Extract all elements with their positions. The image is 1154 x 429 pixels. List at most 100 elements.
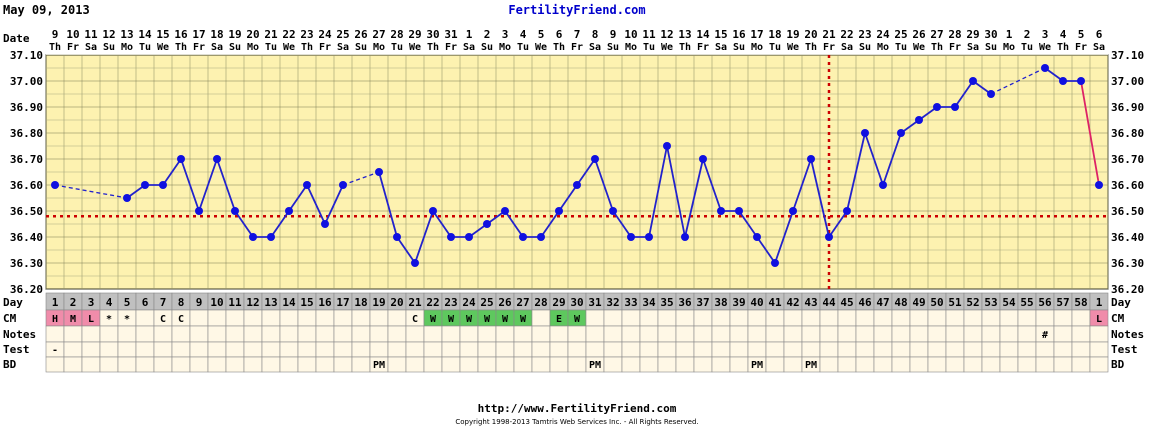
cycle-day: 55: [1020, 296, 1033, 309]
temp-point: [267, 233, 275, 241]
test-cell-bg: [1089, 341, 1109, 358]
notes-cell-bg: [513, 325, 533, 343]
temp-point: [375, 168, 383, 176]
weekday-label: Sa: [841, 42, 853, 53]
temp-line-segment: [378, 171, 398, 238]
date-label: 10: [624, 28, 637, 41]
row-label-right: BD: [1111, 358, 1125, 371]
y-tick-label-right: 36.70: [1111, 153, 1144, 166]
footer-url[interactable]: http://www.FertilityFriend.com: [477, 402, 677, 415]
cm-cell: L: [88, 314, 94, 325]
test-cell-bg: [297, 341, 317, 358]
cycle-day: 16: [318, 296, 332, 309]
cm-cell-bg: [531, 309, 551, 327]
temp-line-segment: [432, 210, 452, 238]
test-cell-bg: [513, 341, 533, 358]
bd-cell-bg: [171, 356, 191, 373]
bd-cell: PM: [805, 360, 817, 371]
weekday-label: Su: [481, 42, 493, 53]
bd-cell-bg: [873, 356, 893, 373]
date-label: 25: [336, 28, 349, 41]
temp-point: [663, 142, 671, 150]
weekday-label: Tu: [265, 42, 277, 53]
cm-cell-bg: [729, 309, 749, 327]
cycle-day: 20: [390, 296, 403, 309]
cycle-day: 51: [948, 296, 962, 309]
temp-line-segment: [846, 132, 866, 212]
site-title[interactable]: FertilityFriend.com: [508, 3, 646, 17]
y-tick-label-left: 36.70: [10, 153, 43, 166]
notes-cell-bg: [63, 325, 83, 343]
notes-cell-bg: [585, 325, 605, 343]
notes-cell-bg: [963, 325, 983, 343]
test-cell-bg: [261, 341, 281, 358]
weekday-label: Tu: [517, 42, 529, 53]
bd-cell-bg: [63, 356, 83, 373]
cm-cell-bg: [261, 309, 281, 327]
cm-cell-bg: [693, 309, 713, 327]
temp-line-segment: [180, 158, 200, 212]
temp-point: [321, 220, 329, 228]
cycle-day: 36: [678, 296, 692, 309]
test-cell-bg: [603, 341, 623, 358]
cycle-day: 41: [768, 296, 782, 309]
cycle-day: 58: [1074, 296, 1087, 309]
y-tick-label-right: 36.90: [1111, 101, 1144, 114]
row-label-left: CM: [3, 312, 17, 325]
weekday-label: Sa: [715, 42, 727, 53]
bd-cell-bg: [711, 356, 731, 373]
temp-point: [249, 233, 257, 241]
date-label: 15: [714, 28, 727, 41]
notes-cell-bg: [117, 325, 137, 343]
cm-cell-bg: [1053, 309, 1073, 327]
temp-point: [807, 155, 815, 163]
temp-point: [1077, 77, 1085, 85]
temp-point: [1041, 64, 1049, 72]
cm-cell-bg: [657, 309, 677, 327]
temp-point: [123, 194, 131, 202]
date-label: 1: [466, 28, 473, 41]
bd-cell-bg: [909, 356, 929, 373]
test-cell-bg: [477, 341, 497, 358]
test-cell-bg: [747, 341, 767, 358]
notes-cell-bg: [657, 325, 677, 343]
cycle-day: 38: [714, 296, 727, 309]
test-cell-bg: [135, 341, 155, 358]
temp-point: [843, 207, 851, 215]
cm-cell-bg: [189, 309, 209, 327]
notes-cell-bg: [99, 325, 119, 343]
row-label-left: Day: [3, 296, 23, 309]
temp-point: [915, 116, 923, 124]
temp-line-segment: [666, 145, 686, 238]
test-cell-bg: [369, 341, 389, 358]
temp-line-segment: [828, 210, 848, 238]
cm-cell-bg: [585, 309, 605, 327]
temp-point: [537, 233, 545, 241]
test-cell-bg: [639, 341, 659, 358]
bd-cell-bg: [999, 356, 1019, 373]
temp-point: [1059, 77, 1067, 85]
cm-cell-bg: [1017, 309, 1037, 327]
test-cell-bg: [333, 341, 353, 358]
cycle-day: 48: [894, 296, 907, 309]
notes-cell-bg: [369, 325, 389, 343]
y-tick-label-left: 36.40: [10, 231, 43, 244]
date-label: 29: [966, 28, 979, 41]
test-cell-bg: [207, 341, 227, 358]
date-label: 3: [1042, 28, 1049, 41]
temp-point: [447, 233, 455, 241]
notes-cell-bg: [891, 325, 911, 343]
temp-point: [573, 181, 581, 189]
y-tick-label-right: 37.00: [1111, 75, 1144, 88]
test-cell-bg: [63, 341, 83, 358]
temp-line-segment: [612, 210, 632, 238]
bd-cell-bg: [297, 356, 317, 373]
temp-point: [969, 77, 977, 85]
bd-cell-bg: [1071, 356, 1091, 373]
test-cell-bg: [783, 341, 803, 358]
notes-cell: #: [1042, 330, 1048, 341]
temp-line-segment: [306, 184, 326, 225]
temp-point: [753, 233, 761, 241]
date-label: 22: [282, 28, 295, 41]
cycle-day: 18: [354, 296, 367, 309]
